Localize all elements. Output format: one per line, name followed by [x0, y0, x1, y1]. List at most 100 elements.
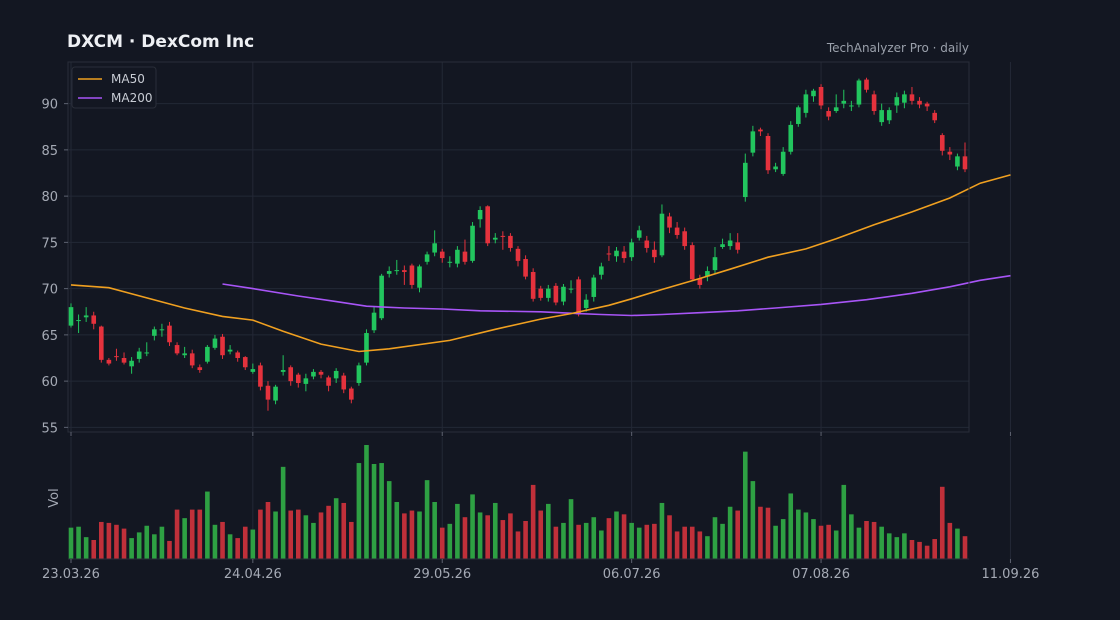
candle-body [242, 357, 248, 368]
candle [303, 373, 309, 392]
candle [280, 355, 286, 376]
volume-bar [917, 541, 922, 559]
candle [841, 89, 847, 109]
candle [538, 285, 544, 301]
volume-bar [599, 530, 604, 559]
volume-bar [788, 493, 794, 559]
moving-average-lines [70, 174, 1011, 353]
volume-bar [333, 498, 339, 559]
candle [470, 222, 475, 263]
volume-bar [939, 486, 945, 559]
volume-bar [833, 530, 839, 559]
volume-bar [614, 511, 619, 559]
candle-body [91, 315, 97, 324]
candle [409, 263, 415, 289]
candle-body [546, 288, 551, 298]
y-tick-label: 90 [41, 98, 58, 113]
candle-body [879, 110, 884, 123]
volume-bar [947, 522, 953, 559]
candle-body [470, 225, 475, 261]
volume-bar [735, 510, 741, 559]
candle-body [841, 100, 847, 104]
volume-bar [273, 511, 278, 559]
candle-body [773, 166, 778, 170]
candle-body [303, 378, 309, 384]
candle-body [720, 244, 725, 247]
volume-bar [258, 509, 263, 559]
volume-bar [659, 502, 665, 559]
volume-bar [303, 515, 309, 559]
volume-bar [932, 539, 937, 559]
candle [652, 241, 657, 263]
candle [939, 133, 945, 156]
candle [295, 372, 301, 388]
y-tick-label: 60 [41, 375, 58, 390]
y-tick-label: 80 [41, 190, 58, 205]
candle [106, 358, 112, 366]
candle [742, 153, 748, 202]
volume-bar [152, 534, 157, 559]
candle-body [265, 385, 271, 400]
candle [826, 107, 831, 121]
candle-body [280, 370, 286, 372]
candle-body [833, 107, 839, 112]
candle-body [508, 235, 513, 248]
candle-body [295, 374, 301, 383]
candle [811, 88, 816, 102]
candle [629, 238, 634, 261]
candle [227, 345, 233, 355]
candle-body [136, 351, 142, 359]
volume-bar [750, 481, 756, 559]
candle-body [417, 266, 422, 288]
volume-bar [379, 463, 384, 559]
candle [606, 246, 612, 261]
y-tick-label: 85 [41, 144, 58, 159]
candle-body [205, 346, 210, 362]
candle-body [386, 271, 392, 274]
volume-bar [826, 524, 831, 559]
candle [705, 266, 710, 282]
volume-bar [212, 524, 218, 559]
volume-bar [652, 523, 657, 559]
candle-body [212, 338, 218, 348]
candle-body [758, 129, 763, 132]
price-panel-border [67, 61, 970, 433]
volume-bar [538, 510, 544, 559]
candle [99, 325, 104, 363]
candle-body [652, 249, 657, 258]
candle-body [811, 90, 816, 97]
candle-body [788, 124, 794, 152]
candle [947, 147, 953, 161]
candle-body [606, 253, 612, 255]
volume-bar [674, 531, 680, 559]
candle-body [83, 315, 89, 318]
candle-body [659, 213, 665, 256]
candle [492, 233, 498, 244]
volume-bar [91, 540, 97, 559]
volume-bar [546, 503, 551, 559]
legend-label-ma200: MA200 [111, 91, 152, 105]
candle [364, 329, 369, 366]
candle [424, 251, 430, 265]
volume-bar [553, 526, 559, 559]
candle [220, 333, 225, 359]
candle-body [371, 312, 377, 331]
candle-body [553, 285, 559, 303]
volume-bar [742, 451, 748, 559]
legend-label-ma50: MA50 [111, 72, 145, 86]
volume-bar [606, 518, 612, 559]
candle-body [174, 345, 180, 354]
candle [636, 225, 642, 241]
candle [258, 362, 263, 391]
candle [402, 265, 407, 285]
volume-bar [720, 523, 725, 559]
volume-bar [758, 506, 763, 559]
volume-bar [864, 521, 869, 559]
volume-bar [962, 536, 968, 559]
volume-bar [83, 537, 89, 559]
candle [659, 204, 665, 258]
candle-body [538, 288, 544, 298]
candle-body [674, 227, 680, 235]
candle [394, 259, 400, 275]
candle-body [932, 112, 937, 121]
